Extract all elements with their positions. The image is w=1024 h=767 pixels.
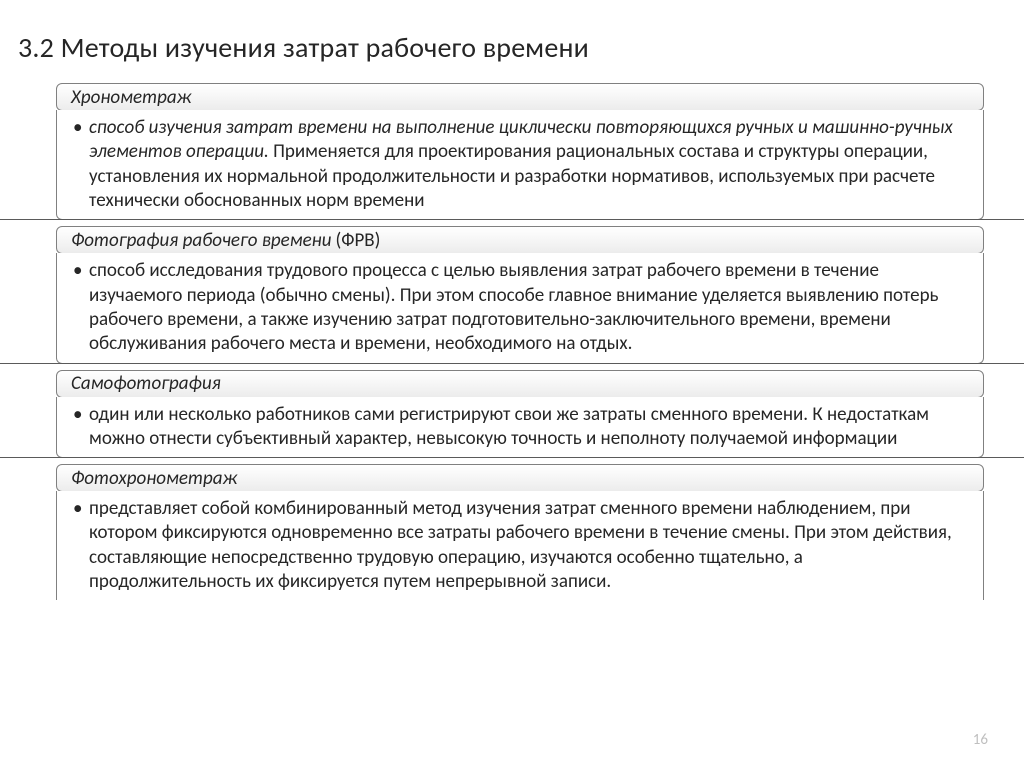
bullet-icon: • (71, 497, 89, 594)
slide: 3.2 Методы изучения затрат рабочего врем… (0, 0, 1024, 767)
bullet-text: представляет собой комбинированный метод… (89, 497, 969, 594)
section-header-suffix: (ФРВ) (335, 229, 380, 252)
bullet-text: один или несколько работников сами регис… (89, 403, 969, 452)
bullet-item: • один или несколько работников сами рег… (71, 403, 969, 452)
section-header: Фотохронометраж (56, 464, 984, 492)
bullet-icon: • (71, 116, 89, 213)
section: Самофотография • один или несколько рабо… (0, 370, 1024, 459)
bullet-icon: • (71, 403, 89, 452)
bullet-item: • способ исследования трудового процесса… (71, 259, 969, 356)
section-body-wrap: • способ изучения затрат времени на выпо… (0, 110, 1024, 220)
bullet-rest: представляет собой комбинированный метод… (89, 497, 952, 593)
section: Фотохронометраж • представляет собой ком… (0, 464, 1024, 600)
section-header-label: Самофотография (71, 372, 221, 395)
page-title: 3.2 Методы изучения затрат рабочего врем… (0, 30, 1024, 65)
section: Хронометраж • способ изучения затрат вре… (0, 83, 1024, 220)
bullet-text: способ исследования трудового процесса с… (89, 259, 969, 356)
bullet-rest: один или несколько работников сами регис… (89, 403, 929, 450)
section-header: Фотография рабочего времени (ФРВ) (56, 226, 984, 254)
section-body: • способ исследования трудового процесса… (56, 253, 984, 363)
section-header: Самофотография (56, 370, 984, 398)
page-number: 16 (973, 731, 988, 749)
section-header-label: Фотохронометраж (71, 467, 237, 490)
section-body-wrap: • один или несколько работников сами рег… (0, 397, 1024, 459)
bullet-text: способ изучения затрат времени на выполн… (89, 116, 969, 213)
sections-list: Хронометраж • способ изучения затрат вре… (0, 83, 1024, 600)
section-body: • способ изучения затрат времени на выпо… (56, 110, 984, 220)
bullet-icon: • (71, 259, 89, 356)
section-body: • представляет собой комбинированный мет… (56, 491, 984, 600)
bullet-item: • способ изучения затрат времени на выпо… (71, 116, 969, 213)
section-body-wrap: • представляет собой комбинированный мет… (0, 491, 1024, 600)
bullet-rest: способ исследования трудового процесса с… (89, 259, 938, 355)
section: Фотография рабочего времени (ФРВ) • спос… (0, 226, 1024, 363)
bullet-item: • представляет собой комбинированный мет… (71, 497, 969, 594)
section-body-wrap: • способ исследования трудового процесса… (0, 253, 1024, 363)
section-header-label: Фотография рабочего времени (71, 229, 331, 252)
section-header-label: Хронометраж (71, 86, 192, 109)
section-header: Хронометраж (56, 83, 984, 111)
section-body: • один или несколько работников сами рег… (56, 397, 984, 459)
